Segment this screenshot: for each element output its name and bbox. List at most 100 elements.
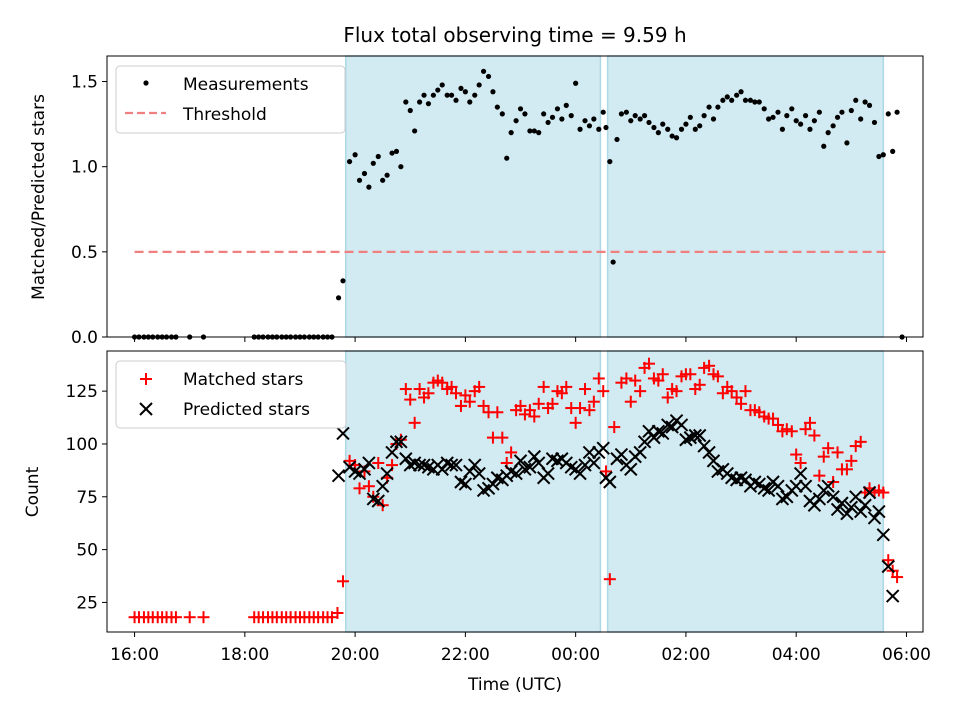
- measurement-point: [798, 121, 804, 127]
- measurement-point: [687, 114, 693, 120]
- predicted-point: [840, 506, 854, 521]
- measurement-point: [789, 106, 795, 112]
- matched-point: [496, 431, 509, 444]
- measurement-point: [858, 116, 864, 122]
- predicted-point: [458, 477, 473, 491]
- predicted-point: [357, 462, 372, 477]
- matched-point: [794, 456, 807, 469]
- predicted-point: [603, 475, 617, 489]
- matched-point: [891, 571, 904, 584]
- predicted-point: [702, 445, 716, 460]
- predicted-point: [679, 433, 693, 447]
- matched-point: [725, 385, 738, 398]
- measurement-point: [352, 152, 358, 158]
- matched-point: [183, 611, 196, 624]
- bottom-y-axis-label: Count: [23, 466, 43, 517]
- x-axis-label: Time (UTC): [467, 675, 562, 695]
- measurement-point: [596, 126, 602, 132]
- matched-point: [436, 376, 449, 389]
- predicted-point: [624, 462, 638, 477]
- predicted-point: [444, 458, 459, 472]
- measurement-point: [752, 99, 758, 105]
- matched-point: [670, 385, 683, 398]
- legend-matched-label: Matched stars: [183, 370, 303, 390]
- measurement-point: [412, 128, 418, 134]
- measurement-point: [393, 148, 400, 154]
- measurement-point: [880, 152, 886, 158]
- predicted-point: [656, 426, 670, 441]
- predicted-point: [757, 481, 771, 496]
- top-panel: 0.0 0.5 1.0 1.5 Matched/Predicted stars Mea…: [29, 55, 924, 348]
- measurement-point: [559, 116, 565, 122]
- measurement-point: [582, 118, 588, 124]
- measurement-point: [554, 106, 561, 112]
- predicted-point: [771, 479, 785, 493]
- matched-point: [599, 465, 612, 478]
- matched-point: [537, 380, 550, 393]
- predicted-point: [876, 528, 891, 542]
- predicted-point: [812, 492, 827, 506]
- measurement-point: [618, 111, 625, 117]
- y-tick-label: 0.0: [71, 328, 98, 348]
- legend-predicted-marker: [139, 402, 153, 416]
- measurement-point: [784, 113, 790, 119]
- measurement-point: [467, 99, 473, 105]
- measurement-point: [568, 113, 574, 119]
- measurement-point: [655, 130, 661, 136]
- measurement-point: [734, 92, 740, 98]
- predicted-point: [885, 589, 900, 603]
- matched-point: [603, 573, 616, 586]
- measurement-point: [607, 158, 613, 165]
- predicted-point: [371, 494, 385, 508]
- measurement-point: [747, 97, 754, 103]
- predicted-point: [858, 498, 872, 512]
- measurement-point: [600, 109, 606, 115]
- matched-stars-series: [128, 357, 904, 624]
- measurement-point: [603, 124, 609, 131]
- top-plot-frame: [106, 55, 924, 338]
- measurement-point: [499, 111, 505, 117]
- matched-point: [587, 395, 600, 408]
- measurement-point: [848, 107, 854, 114]
- matched-point: [353, 482, 366, 495]
- predicted-point: [614, 447, 629, 462]
- matched-point: [579, 383, 592, 396]
- measurement-point: [425, 101, 432, 107]
- measurement-point: [545, 119, 551, 126]
- matched-point: [716, 387, 729, 400]
- bottom-legend-box: [115, 360, 347, 429]
- top-y-axis-label: Matched/Predicted stars: [29, 94, 49, 300]
- legend-predicted-label: Predicted stars: [183, 400, 310, 420]
- figure-title: Flux total observing time = 9.59 h: [343, 23, 686, 47]
- measurement-point: [894, 109, 900, 115]
- matched-point: [790, 448, 803, 461]
- matched-point: [642, 357, 655, 370]
- measurement-point: [403, 99, 409, 105]
- measurement-point: [541, 111, 547, 117]
- matched-point: [454, 399, 467, 412]
- measurement-point: [531, 128, 537, 134]
- predicted-point: [793, 466, 808, 481]
- measurement-point: [366, 184, 372, 190]
- y-tick-label: 25: [76, 593, 98, 613]
- matched-point: [877, 486, 890, 499]
- measurement-point: [692, 126, 698, 132]
- measurement-point: [724, 94, 730, 100]
- measurement-point: [485, 73, 492, 80]
- measurement-point: [710, 116, 717, 122]
- measurement-point: [628, 118, 634, 124]
- matched-point: [477, 399, 490, 412]
- measurement-point: [472, 92, 478, 98]
- matched-point: [739, 385, 752, 398]
- predicted-point: [472, 466, 486, 481]
- matched-point: [546, 397, 559, 410]
- matched-point: [394, 433, 407, 446]
- measurement-point: [646, 119, 652, 126]
- measurement-point: [715, 104, 721, 110]
- matched-point: [656, 368, 669, 381]
- measurement-point: [729, 97, 735, 103]
- measurement-point: [421, 92, 427, 98]
- predicted-point: [513, 454, 528, 468]
- x-tick-label: 02:00: [661, 645, 710, 665]
